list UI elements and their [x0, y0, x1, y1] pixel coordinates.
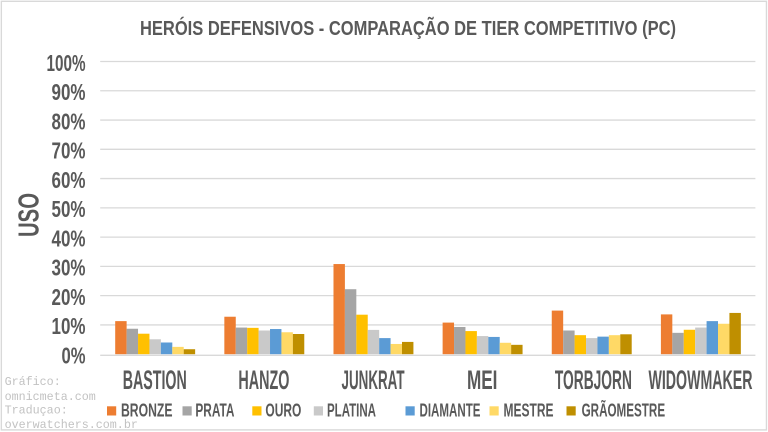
svg-text:90%: 90% — [52, 79, 86, 105]
svg-text:100%: 100% — [47, 50, 86, 76]
svg-text:70%: 70% — [52, 138, 86, 164]
svg-text:BRONZE: BRONZE — [121, 400, 173, 421]
svg-text:MEI: MEI — [467, 365, 498, 395]
svg-text:HERÓIS DEFENSIVOS - COMPARAÇÃO: HERÓIS DEFENSIVOS - COMPARAÇÃO DE TIER C… — [140, 16, 676, 40]
svg-text:WIDOWMAKER: WIDOWMAKER — [648, 365, 752, 395]
svg-text:TORBJORN: TORBJORN — [555, 365, 632, 395]
svg-text:GRÃOMESTRE: GRÃOMESTRE — [582, 400, 666, 421]
svg-text:DIAMANTE: DIAMANTE — [420, 400, 481, 421]
svg-text:30%: 30% — [52, 255, 86, 281]
svg-text:PRATA: PRATA — [195, 400, 234, 421]
svg-text:40%: 40% — [52, 225, 86, 251]
svg-text:USO: USO — [13, 193, 45, 237]
svg-text:overwatchers.com.br: overwatchers.com.br — [5, 418, 138, 432]
svg-text:0%: 0% — [62, 343, 86, 369]
svg-text:OURO: OURO — [265, 400, 301, 421]
svg-text:10%: 10% — [52, 313, 86, 339]
svg-text:Gráfico:: Gráfico: — [5, 375, 61, 389]
svg-text:60%: 60% — [52, 167, 86, 193]
svg-text:Traduçao:: Traduçao: — [5, 404, 68, 418]
svg-text:80%: 80% — [52, 108, 86, 134]
svg-text:50%: 50% — [52, 196, 86, 222]
svg-text:MESTRE: MESTRE — [504, 400, 554, 421]
svg-text:HANZO: HANZO — [238, 365, 289, 395]
svg-text:omnicmeta.com: omnicmeta.com — [5, 390, 96, 404]
svg-text:JUNKRAT: JUNKRAT — [342, 365, 405, 395]
svg-text:20%: 20% — [52, 284, 86, 310]
svg-text:PLATINA: PLATINA — [327, 400, 376, 421]
svg-text:BASTION: BASTION — [123, 365, 187, 395]
